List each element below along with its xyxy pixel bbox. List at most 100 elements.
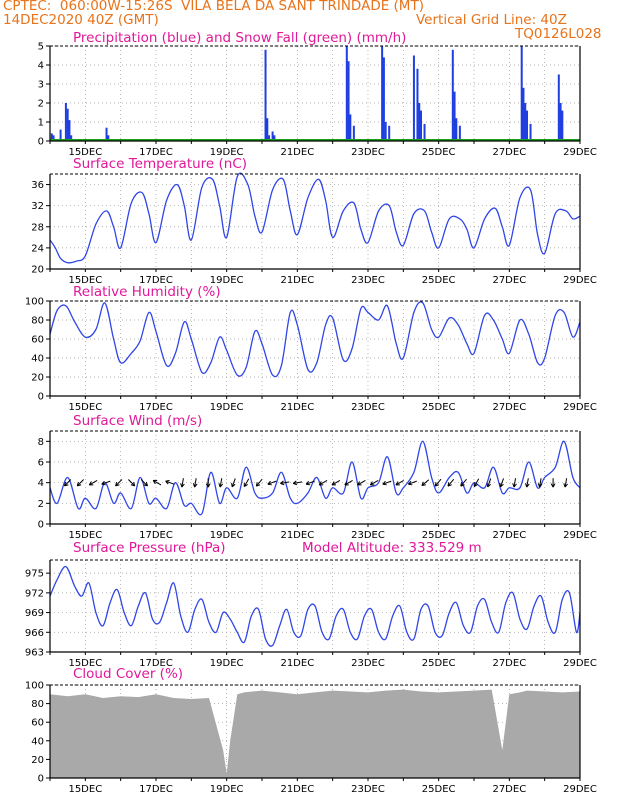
wind-arrow: [76, 479, 84, 487]
wind-arrow: [101, 480, 111, 486]
precip-bar: [388, 125, 391, 141]
y-tick-label: 60: [31, 718, 44, 729]
precip-bar: [520, 46, 523, 141]
y-tick-label: 6: [38, 458, 44, 469]
x-tick-label: 19DEC: [210, 275, 244, 286]
precip-bar: [66, 108, 69, 141]
y-tick-label: 20: [31, 755, 44, 766]
precip-bar: [451, 49, 454, 141]
series-line: [49, 440, 581, 516]
panel-3: 0 2 4 6 8 15DEC 17DEC 19DEC 21DEC 23DEC 25DEC 27DEC…: [38, 413, 597, 541]
panel-4: 963 966 969 972 975 15DEC 17DEC 19DEC 21DEC 23DEC…: [25, 540, 597, 669]
wind-arrow: [473, 478, 480, 487]
wind-arrow: [128, 479, 136, 487]
precip-bar: [352, 125, 355, 141]
precip-bar: [420, 110, 422, 141]
x-tick-label: 19DEC: [210, 147, 244, 158]
x-tick-label: 23DEC: [351, 658, 385, 669]
wind-arrow: [152, 479, 162, 486]
x-tick-label: 29DEC: [563, 530, 597, 541]
y-tick-label: 972: [25, 588, 44, 599]
x-tick-label: 27DEC: [492, 275, 526, 286]
panel-title: Surface Temperature (nC): [73, 156, 247, 172]
precip-bar: [266, 118, 269, 141]
x-tick-label: 15DEC: [68, 402, 102, 413]
wind-arrow: [331, 479, 341, 486]
wind-arrow: [305, 480, 315, 486]
cloud-cover-area: [50, 689, 580, 778]
x-tick-label: 21DEC: [280, 402, 314, 413]
y-tick-label: 2: [38, 499, 44, 510]
wind-arrow: [218, 478, 224, 488]
wind-arrow: [140, 479, 148, 487]
wind-arrow: [205, 478, 211, 488]
y-tick-label: 2: [38, 99, 44, 110]
x-tick-label: 29DEC: [563, 784, 597, 795]
x-tick-label: 29DEC: [563, 658, 597, 669]
wind-arrow: [165, 480, 175, 485]
wind-arrow: [550, 478, 556, 488]
header-code: TQ0126L028: [515, 26, 602, 42]
precip-bar: [453, 91, 456, 141]
wind-arrow: [344, 479, 353, 486]
x-tick-label: 21DEC: [280, 784, 314, 795]
precip-bar: [458, 125, 461, 141]
x-tick-label: 23DEC: [351, 402, 385, 413]
x-tick-label: 21DEC: [280, 530, 314, 541]
wind-arrow: [434, 478, 442, 487]
wind-arrow: [243, 478, 250, 487]
x-tick-label: 17DEC: [139, 530, 173, 541]
x-tick-label: 15DEC: [68, 275, 102, 286]
x-tick-label: 25DEC: [422, 147, 456, 158]
precip-bar: [50, 133, 53, 141]
panel-title: Cloud Cover (%): [73, 666, 183, 682]
header-grid-line: Vertical Grid Line: 40Z: [416, 12, 567, 28]
precip-bar: [273, 135, 276, 141]
y-tick-label: 24: [31, 243, 44, 254]
precip-bar: [559, 103, 562, 141]
panel-title: Relative Humidity (%): [73, 284, 221, 300]
x-tick-label: 23DEC: [351, 784, 385, 795]
wind-arrow: [88, 479, 98, 486]
header-line1: CPTEC: 060:00W-15:26S VILA BELA DA SANT …: [3, 0, 424, 14]
x-tick-label: 21DEC: [280, 275, 314, 286]
y-tick-label: 0: [38, 137, 44, 148]
wind-arrow: [180, 478, 185, 488]
wind-arrow: [525, 478, 530, 488]
precip-bar: [68, 120, 71, 141]
y-tick-label: 963: [25, 648, 44, 659]
y-tick-label: 100: [25, 681, 44, 692]
y-tick-label: 4: [38, 478, 44, 489]
x-tick-label: 17DEC: [139, 147, 173, 158]
x-tick-label: 29DEC: [563, 147, 597, 158]
precip-bar: [418, 103, 421, 141]
x-tick-label: 25DEC: [422, 275, 456, 286]
y-tick-label: 0: [38, 520, 44, 531]
y-tick-label: 20: [31, 265, 44, 276]
wind-arrow: [267, 480, 277, 486]
x-tick-label: 25DEC: [422, 784, 456, 795]
precip-bar: [52, 135, 55, 141]
x-tick-label: 23DEC: [351, 530, 385, 541]
precip-bar: [412, 55, 415, 141]
precip-bar: [105, 127, 108, 141]
precip-bar: [416, 68, 419, 141]
y-tick-label: 0: [38, 774, 44, 785]
wind-arrow: [192, 478, 198, 488]
precip-bar: [345, 46, 348, 141]
precip-bar: [561, 110, 564, 141]
precip-bar: [524, 103, 527, 141]
precip-bar: [264, 49, 267, 141]
x-tick-label: 21DEC: [280, 658, 314, 669]
panel-title: Surface Wind (m/s): [73, 413, 202, 429]
panel-title: Surface Pressure (hPa): [73, 540, 226, 556]
wind-arrow: [537, 478, 543, 488]
precip-bar: [70, 135, 73, 141]
y-tick-label: 3: [38, 80, 44, 91]
precip-bar: [382, 57, 385, 141]
x-tick-label: 19DEC: [210, 402, 244, 413]
wind-arrow: [115, 479, 123, 487]
precip-bar: [455, 118, 458, 141]
wind-arrow: [280, 480, 290, 486]
precip-bar: [347, 61, 350, 142]
